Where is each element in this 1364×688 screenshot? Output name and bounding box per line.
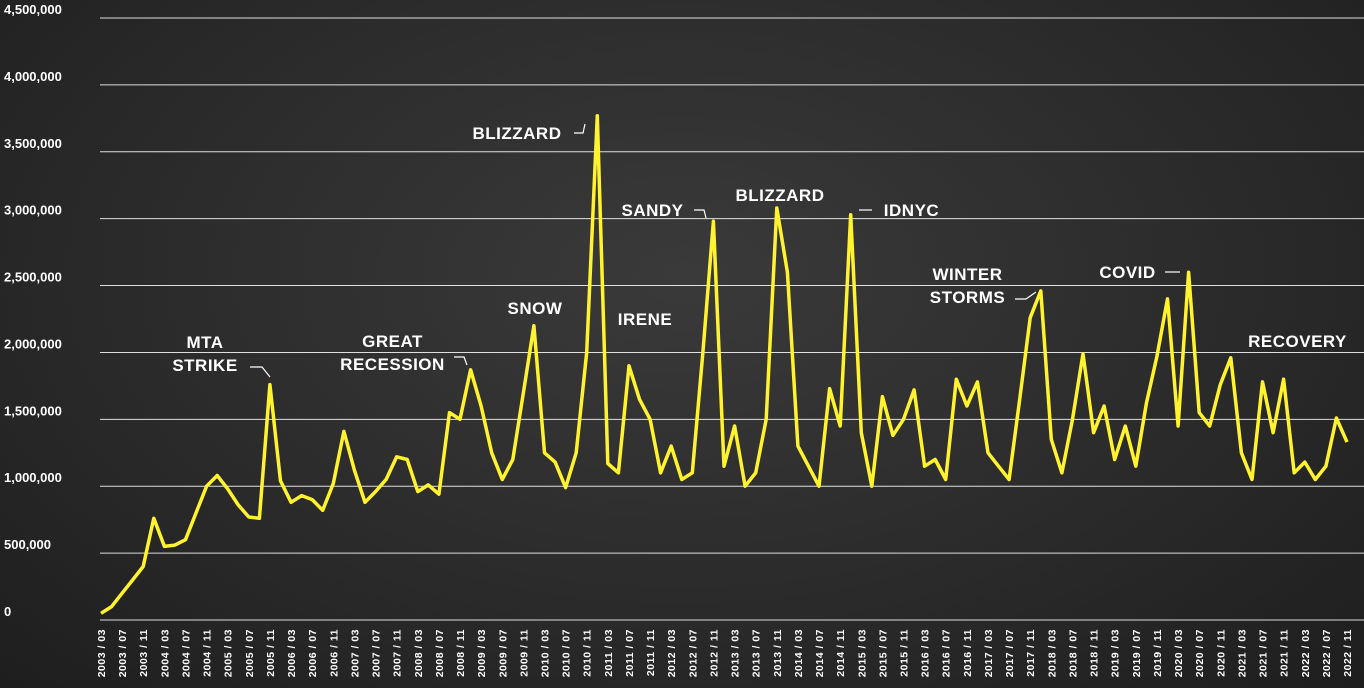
x-tick-label: 2012 / 03 — [666, 629, 678, 677]
annotation: IDNYC — [874, 199, 949, 222]
x-tick-label: 2018 / 11 — [1089, 629, 1101, 677]
y-tick-label: 4,500,000 — [4, 2, 62, 17]
x-tick-label: 2022 / 11 — [1342, 629, 1354, 677]
annotation: IRENE — [605, 308, 685, 331]
x-tick-label: 2010 / 07 — [561, 629, 573, 677]
y-tick-label: 3,000,000 — [4, 203, 62, 218]
x-tick-label: 2013 / 03 — [730, 629, 742, 677]
x-tick-label: 2020 / 11 — [1215, 629, 1227, 677]
x-tick-label: 2019 / 03 — [1110, 629, 1122, 677]
x-tick-label: 2006 / 03 — [286, 629, 298, 677]
x-tick-label: 2012 / 11 — [708, 629, 720, 677]
x-tick-label: 2017 / 03 — [983, 629, 995, 677]
x-tick-label: 2022 / 03 — [1300, 629, 1312, 677]
x-tick-label: 2007 / 11 — [392, 629, 404, 677]
y-tick-label: 2,000,000 — [4, 336, 62, 351]
y-tick-label: 2,500,000 — [4, 270, 62, 285]
x-tick-label: 2003 / 03 — [96, 629, 108, 677]
x-tick-label: 2019 / 11 — [1152, 629, 1164, 677]
x-tick-label: 2022 / 07 — [1321, 629, 1333, 677]
x-tick-label: 2005 / 11 — [265, 629, 277, 677]
x-axis: 2003 / 03 2003 / 07 2003 / 11 2004 / 03 2004… — [96, 629, 1354, 677]
x-tick-label: 2008 / 03 — [413, 629, 425, 677]
x-tick-label: 2006 / 07 — [307, 629, 319, 677]
y-tick-label: 3,500,000 — [4, 136, 62, 151]
x-tick-label: 2008 / 07 — [434, 629, 446, 677]
x-tick-label: 2018 / 07 — [1067, 629, 1079, 677]
leader-line — [574, 124, 585, 133]
x-tick-label: 2015 / 07 — [877, 629, 889, 677]
annotation: BLIZZARD — [725, 184, 835, 207]
annotation: RECOVERY — [1240, 330, 1355, 353]
x-tick-label: 2021 / 11 — [1279, 629, 1291, 677]
annotation: WINTER STORMS — [915, 263, 1020, 309]
x-tick-label: 2014 / 07 — [814, 629, 826, 677]
leader-line — [250, 367, 270, 377]
x-tick-label: 2010 / 11 — [582, 629, 594, 677]
x-tick-label: 2011 / 03 — [603, 629, 615, 677]
x-tick-label: 2009 / 11 — [518, 629, 530, 677]
leader-line — [454, 357, 467, 365]
x-tick-label: 2005 / 07 — [244, 629, 256, 677]
x-tick-label: 2008 / 11 — [455, 629, 467, 677]
x-tick-label: 2021 / 03 — [1236, 629, 1248, 677]
x-tick-label: 2011 / 11 — [645, 629, 657, 676]
x-tick-label: 2005 / 03 — [223, 629, 235, 677]
x-tick-label: 2003 / 11 — [138, 629, 150, 677]
y-tick-label: 1,000,000 — [4, 470, 62, 485]
x-tick-label: 2012 / 07 — [687, 629, 699, 677]
x-tick-label: 2016 / 07 — [941, 629, 953, 677]
x-tick-label: 2016 / 11 — [962, 629, 974, 677]
annotation: MTA STRIKE — [160, 331, 250, 377]
y-tick-label: 0 — [4, 604, 11, 619]
x-tick-label: 2019 / 07 — [1131, 629, 1143, 677]
x-tick-label: 2010 / 03 — [539, 629, 551, 677]
x-tick-label: 2021 / 07 — [1258, 629, 1270, 677]
x-tick-label: 2015 / 11 — [899, 629, 911, 677]
x-tick-label: 2018 / 03 — [1046, 629, 1058, 677]
x-tick-label: 2015 / 03 — [856, 629, 868, 677]
annotation: SANDY — [610, 199, 695, 222]
y-tick-label: 4,000,000 — [4, 69, 62, 84]
chart-container: 2003 / 03 2003 / 07 2003 / 11 2004 / 03 2004… — [0, 0, 1364, 688]
x-tick-label: 2014 / 03 — [793, 629, 805, 677]
x-tick-label: 2017 / 11 — [1025, 629, 1037, 677]
annotation: COVID — [1090, 261, 1165, 284]
x-tick-label: 2013 / 11 — [772, 629, 784, 677]
x-tick-label: 2004 / 11 — [202, 629, 214, 677]
annotation: BLIZZARD — [462, 122, 572, 145]
x-tick-label: 2017 / 07 — [1004, 629, 1016, 677]
x-tick-label: 2014 / 11 — [835, 629, 847, 677]
annotation: SNOW — [495, 297, 575, 320]
x-tick-label: 2009 / 03 — [476, 629, 488, 677]
annotation: GREAT RECESSION — [330, 330, 455, 376]
x-tick-label: 2007 / 03 — [349, 629, 361, 677]
y-tick-label: 1,500,000 — [4, 403, 62, 418]
x-tick-label: 2013 / 07 — [751, 629, 763, 677]
x-tick-label: 2020 / 07 — [1194, 629, 1206, 677]
x-tick-label: 2020 / 03 — [1173, 629, 1185, 677]
leader-line — [694, 210, 706, 218]
y-tick-label: 500,000 — [4, 537, 51, 552]
data-line — [101, 116, 1347, 614]
x-tick-label: 2003 / 07 — [117, 629, 129, 677]
x-tick-label: 2016 / 03 — [920, 629, 932, 677]
x-tick-label: 2009 / 07 — [497, 629, 509, 677]
x-tick-label: 2006 / 11 — [328, 629, 340, 677]
x-tick-label: 2007 / 07 — [371, 629, 383, 677]
x-tick-label: 2004 / 07 — [180, 629, 192, 677]
x-tick-label: 2011 / 07 — [624, 629, 636, 677]
x-tick-label: 2004 / 03 — [159, 629, 171, 677]
